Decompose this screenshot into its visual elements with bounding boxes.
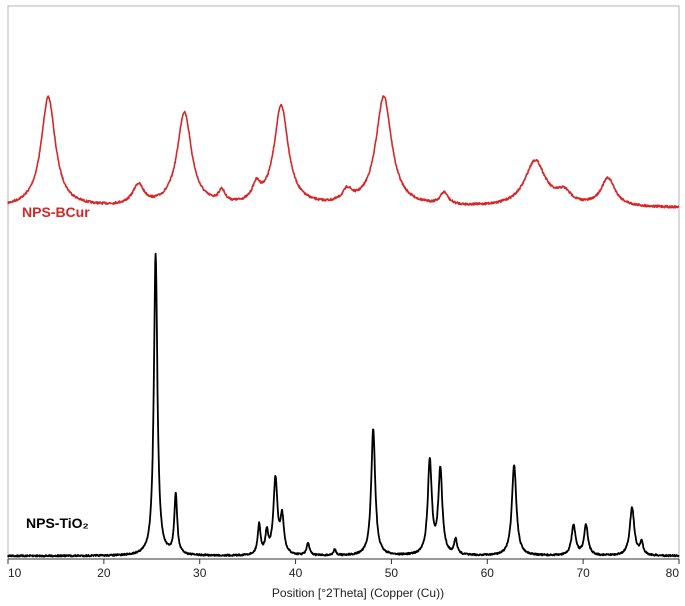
x-tick-label: 60 xyxy=(481,566,495,580)
x-tick-label: 80 xyxy=(666,566,680,580)
plot-frame xyxy=(7,5,680,560)
x-tick-label: 40 xyxy=(289,566,303,580)
x-tick-label: 30 xyxy=(193,566,207,580)
series-line-bcur xyxy=(7,95,680,209)
x-tick-label: 20 xyxy=(97,566,111,580)
x-tick-label: 10 xyxy=(8,566,22,580)
x-ticks-group: 10 20 30 40 50 60 70 80 xyxy=(7,559,680,580)
x-tick-label: 70 xyxy=(576,566,590,580)
series-label-tio2: NPS-TiO₂ xyxy=(26,515,89,531)
x-axis-title: Position [°2Theta] (Copper (Cu)) xyxy=(272,586,444,600)
x-tick-label: 50 xyxy=(385,566,399,580)
traces-group xyxy=(7,95,680,558)
series-line-tio2 xyxy=(7,252,680,558)
series-label-bcur: NPS-BCur xyxy=(22,204,90,220)
